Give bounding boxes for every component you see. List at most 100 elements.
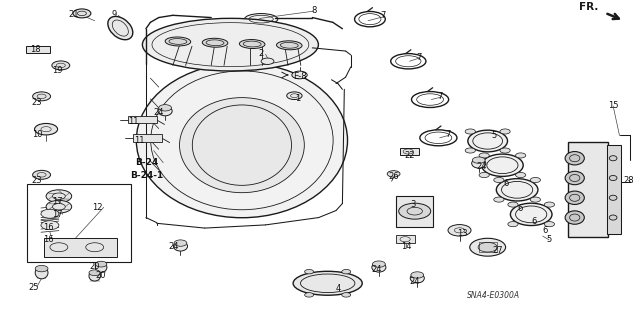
Circle shape bbox=[41, 209, 59, 218]
Text: 2: 2 bbox=[259, 49, 264, 58]
Bar bbox=[568, 142, 608, 237]
Circle shape bbox=[515, 173, 525, 178]
Circle shape bbox=[478, 242, 497, 252]
Circle shape bbox=[89, 270, 100, 276]
Ellipse shape bbox=[510, 203, 552, 226]
Ellipse shape bbox=[410, 273, 424, 283]
Circle shape bbox=[508, 202, 518, 207]
Circle shape bbox=[372, 261, 385, 267]
Circle shape bbox=[46, 200, 72, 213]
Bar bbox=[607, 145, 621, 234]
Circle shape bbox=[530, 197, 540, 202]
Circle shape bbox=[33, 92, 51, 101]
Circle shape bbox=[292, 71, 307, 79]
Ellipse shape bbox=[239, 40, 265, 48]
Circle shape bbox=[530, 177, 540, 182]
Circle shape bbox=[472, 157, 485, 163]
Circle shape bbox=[479, 153, 490, 158]
Circle shape bbox=[95, 261, 107, 267]
Circle shape bbox=[411, 272, 424, 278]
Circle shape bbox=[41, 221, 59, 230]
Text: 8: 8 bbox=[311, 6, 316, 15]
Text: 28: 28 bbox=[623, 176, 634, 185]
Text: B-24: B-24 bbox=[136, 158, 159, 167]
Circle shape bbox=[287, 92, 302, 100]
Ellipse shape bbox=[468, 130, 508, 152]
Text: 15: 15 bbox=[608, 101, 618, 110]
Text: 18: 18 bbox=[30, 45, 40, 54]
Circle shape bbox=[159, 105, 172, 111]
Ellipse shape bbox=[165, 37, 191, 46]
Bar bbox=[400, 148, 419, 155]
Text: 24: 24 bbox=[371, 265, 381, 274]
Text: 7: 7 bbox=[380, 11, 385, 20]
Text: 24: 24 bbox=[476, 162, 486, 171]
Bar bbox=[396, 196, 433, 227]
Circle shape bbox=[35, 265, 48, 272]
Circle shape bbox=[479, 173, 490, 178]
Text: 25: 25 bbox=[28, 283, 38, 292]
Text: 4: 4 bbox=[335, 284, 340, 293]
Circle shape bbox=[515, 153, 525, 158]
Ellipse shape bbox=[372, 263, 386, 272]
Circle shape bbox=[494, 197, 504, 202]
Circle shape bbox=[508, 222, 518, 227]
Text: 5: 5 bbox=[492, 131, 497, 140]
Text: 6: 6 bbox=[543, 226, 548, 235]
Circle shape bbox=[387, 171, 400, 177]
Text: B-24-1: B-24-1 bbox=[131, 171, 164, 180]
Ellipse shape bbox=[244, 14, 278, 25]
Ellipse shape bbox=[142, 19, 319, 71]
Text: 14: 14 bbox=[401, 242, 412, 251]
Ellipse shape bbox=[35, 267, 48, 279]
Text: 26: 26 bbox=[388, 172, 399, 181]
Circle shape bbox=[500, 148, 510, 153]
Ellipse shape bbox=[609, 215, 617, 220]
Text: 5: 5 bbox=[547, 235, 552, 244]
Text: 16: 16 bbox=[43, 223, 53, 232]
Ellipse shape bbox=[565, 191, 584, 204]
Text: 27: 27 bbox=[493, 246, 503, 255]
Text: 24: 24 bbox=[169, 242, 179, 251]
Circle shape bbox=[544, 202, 554, 207]
Text: 7: 7 bbox=[445, 130, 451, 139]
Text: 24: 24 bbox=[154, 108, 164, 117]
Ellipse shape bbox=[202, 38, 228, 47]
Text: FR.: FR. bbox=[579, 2, 598, 12]
Ellipse shape bbox=[179, 98, 305, 193]
Text: 10: 10 bbox=[32, 130, 42, 139]
Ellipse shape bbox=[136, 63, 348, 218]
Circle shape bbox=[465, 129, 476, 134]
Text: 23: 23 bbox=[32, 176, 42, 185]
Circle shape bbox=[52, 61, 70, 70]
Text: 19: 19 bbox=[52, 66, 63, 75]
Text: 11: 11 bbox=[134, 137, 145, 145]
Text: 22: 22 bbox=[404, 151, 415, 160]
Text: 17: 17 bbox=[52, 197, 63, 206]
Circle shape bbox=[73, 9, 91, 18]
Text: 24: 24 bbox=[410, 277, 420, 286]
Text: SNA4-E0300A: SNA4-E0300A bbox=[467, 292, 520, 300]
Circle shape bbox=[500, 129, 510, 134]
Text: 9: 9 bbox=[111, 10, 116, 19]
Text: 21: 21 bbox=[68, 10, 79, 19]
Text: 20: 20 bbox=[96, 271, 106, 280]
Ellipse shape bbox=[472, 159, 486, 168]
Text: 6: 6 bbox=[503, 179, 508, 188]
Ellipse shape bbox=[609, 156, 617, 161]
Bar bbox=[133, 134, 162, 142]
Text: 23: 23 bbox=[32, 98, 42, 107]
Text: 7: 7 bbox=[417, 53, 422, 62]
Ellipse shape bbox=[497, 179, 538, 201]
Circle shape bbox=[494, 177, 504, 182]
Circle shape bbox=[448, 225, 471, 236]
Text: 17: 17 bbox=[52, 210, 63, 219]
Text: 3: 3 bbox=[410, 200, 415, 209]
Circle shape bbox=[470, 238, 506, 256]
Circle shape bbox=[342, 270, 351, 274]
Ellipse shape bbox=[565, 152, 584, 165]
Circle shape bbox=[305, 270, 314, 274]
Circle shape bbox=[399, 203, 431, 219]
Ellipse shape bbox=[95, 262, 107, 272]
Ellipse shape bbox=[609, 175, 617, 181]
